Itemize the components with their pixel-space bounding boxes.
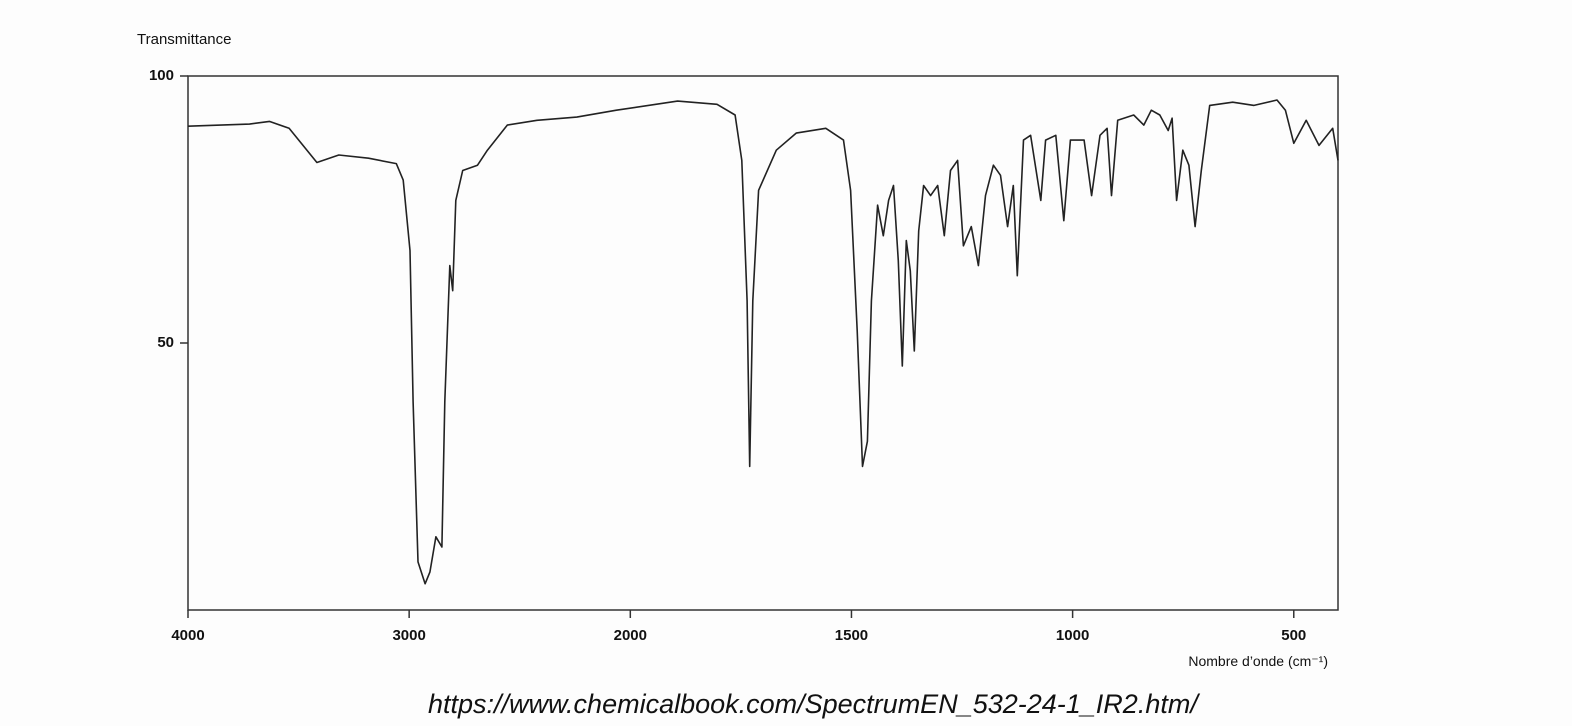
source-url: https://www.chemicalbook.com/SpectrumEN_… [428,689,1200,719]
x-tick-label: 3000 [392,627,425,644]
x-tick-label: 2000 [614,627,647,644]
y-tick-label: 100 [149,67,174,84]
x-tick-label: 4000 [171,627,204,644]
spectrum-line [187,99,1339,585]
plot-frame [187,75,1339,611]
x-tick-label: 1500 [835,627,868,644]
y-axis-label: Transmittance [137,31,231,48]
y-tick-label: 50 [157,334,174,351]
x-tick-label: 500 [1281,627,1306,644]
x-axis-label: Nombre d’onde (cm⁻¹) [1188,653,1328,669]
x-tick-label: 1000 [1056,627,1089,644]
